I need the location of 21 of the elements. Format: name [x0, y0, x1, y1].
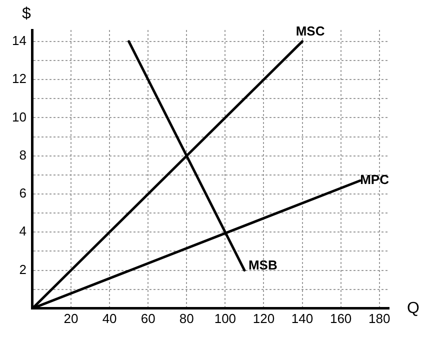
series-label: MSB	[248, 257, 278, 272]
y-tick-label: 8	[19, 147, 26, 162]
y-tick-label: 14	[12, 33, 26, 48]
x-tick-label: 20	[64, 310, 78, 326]
x-tick-label: 140	[291, 310, 314, 326]
series-label: MPC	[360, 172, 390, 188]
x-tick-label: 120	[252, 310, 275, 326]
series-label: MSC	[296, 24, 326, 39]
x-tick-label: 180	[368, 310, 390, 326]
x-tick-label: 40	[102, 310, 117, 326]
x-tick-label: 100	[214, 310, 236, 326]
x-axis-title: Q	[407, 300, 420, 317]
x-tick-label: 160	[330, 310, 352, 326]
y-tick-label: 6	[19, 186, 26, 201]
x-tick-label: 60	[140, 310, 156, 326]
y-tick-label: 2	[19, 262, 26, 277]
y-tick-label: 12	[12, 71, 26, 86]
y-axis-title: $	[22, 5, 32, 22]
y-tick-label: 10	[12, 109, 26, 124]
y-tick-label: 4	[19, 224, 26, 239]
x-tick-label: 80	[179, 310, 194, 326]
